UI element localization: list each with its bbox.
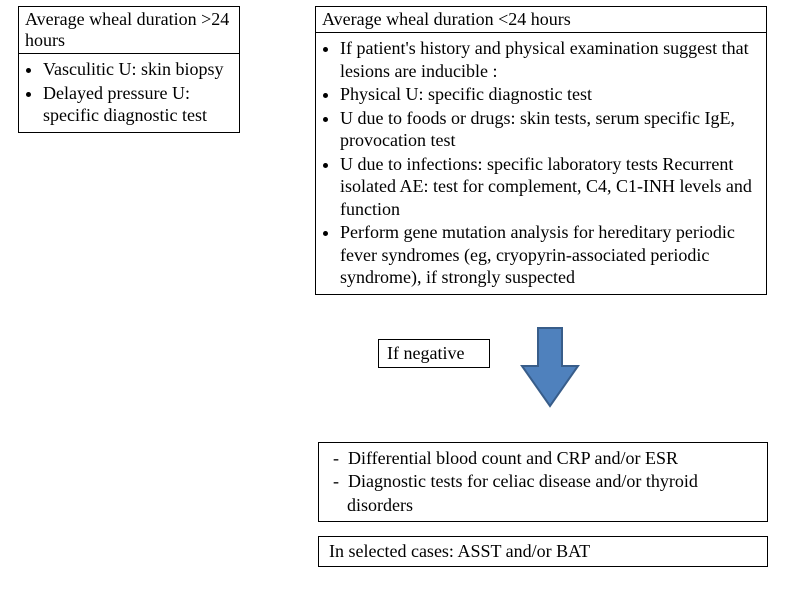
box-if-negative: If negative	[378, 339, 490, 368]
selected-cases-text: In selected cases: ASST and/or BAT	[329, 541, 590, 561]
if-negative-label: If negative	[387, 343, 464, 363]
box-duration-lt24: Average wheal duration <24 hours If pati…	[315, 6, 767, 295]
list-item: Physical U: specific diagnostic test	[340, 83, 760, 106]
diff-line: - Diagnostic tests for celiac disease an…	[329, 470, 757, 517]
box-body-gt24: Vasculitic U: skin biopsy Delayed pressu…	[19, 54, 239, 132]
list-item: Vasculitic U: skin biopsy	[43, 58, 233, 81]
list-item: Perform gene mutation analysis for hered…	[340, 221, 760, 289]
box-header-lt24: Average wheal duration <24 hours	[316, 7, 766, 33]
arrow-shape	[522, 328, 578, 406]
box-body-lt24: If patient's history and physical examin…	[316, 33, 766, 294]
list-item: If patient's history and physical examin…	[340, 37, 760, 82]
list-item: U due to foods or drugs: skin tests, ser…	[340, 107, 760, 152]
box-duration-gt24: Average wheal duration >24 hours Vasculi…	[18, 6, 240, 133]
arrow-down-icon	[516, 322, 584, 412]
box-header-gt24: Average wheal duration >24 hours	[19, 7, 239, 54]
list-item: U due to infections: specific laboratory…	[340, 153, 760, 221]
list-gt24: Vasculitic U: skin biopsy Delayed pressu…	[43, 58, 233, 127]
diff-line: - Differential blood count and CRP and/o…	[329, 447, 757, 470]
list-item: Delayed pressure U: specific diagnostic …	[43, 82, 233, 127]
box-selected-cases: In selected cases: ASST and/or BAT	[318, 536, 768, 567]
box-differential: - Differential blood count and CRP and/o…	[318, 442, 768, 522]
list-lt24: If patient's history and physical examin…	[340, 37, 760, 289]
diff-text: Differential blood count and CRP and/or …	[348, 448, 678, 468]
diff-text: Diagnostic tests for celiac disease and/…	[347, 471, 698, 514]
